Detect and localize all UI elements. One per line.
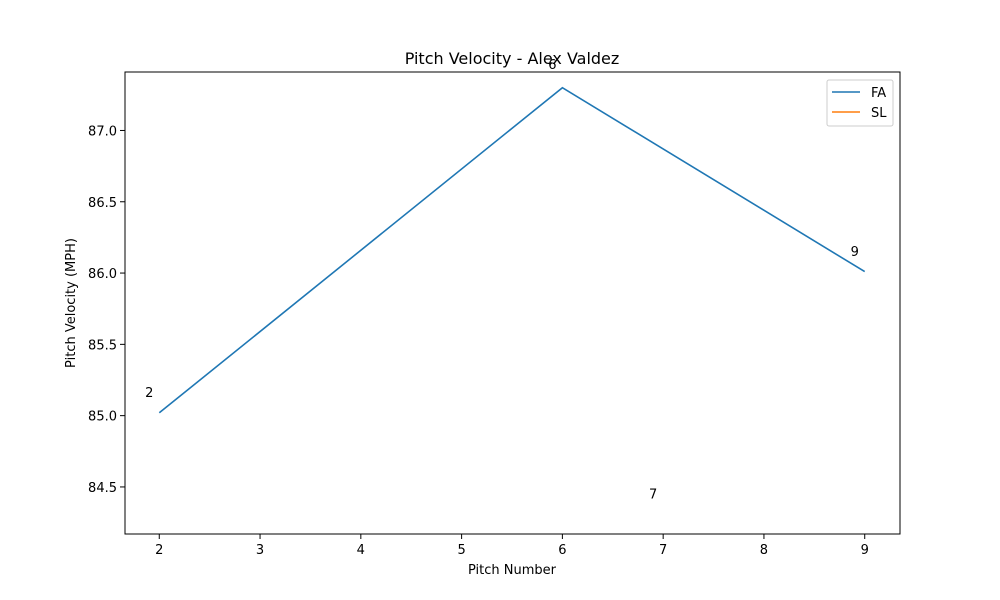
x-tick-label: 8 (760, 543, 768, 558)
legend-label-fa: FA (871, 86, 886, 101)
y-tick-label: 86.0 (88, 267, 117, 282)
chart-title: Pitch Velocity - Alex Valdez (405, 49, 620, 68)
pitch-annotation: 2 (145, 386, 153, 401)
y-tick-label: 85.0 (88, 410, 117, 425)
x-tick-label: 9 (861, 543, 869, 558)
series-layer (158, 86, 866, 414)
y-axis-label: Pitch Velocity (MPH) (64, 238, 79, 368)
legend: FA SL (826, 79, 894, 127)
x-tick-label: 5 (457, 543, 465, 558)
pitch-annotation: 9 (851, 245, 859, 260)
x-tick-label: 3 (256, 543, 264, 558)
x-axis-label: Pitch Number (468, 563, 557, 578)
legend-label-sl: SL (871, 106, 887, 121)
series-line-fa (158, 86, 866, 414)
y-axis: 84.5 85.0 85.5 86.0 86.5 87.0 (88, 124, 125, 496)
y-tick-label: 87.0 (88, 124, 117, 139)
x-tick-label: 7 (659, 543, 667, 558)
pitch-annotation: 7 (649, 487, 657, 502)
x-tick-label: 4 (357, 543, 365, 558)
pitch-annotation: 6 (548, 58, 556, 73)
annotation-layer: 2 6 7 9 (145, 58, 859, 502)
x-axis: 2 3 4 5 6 7 8 9 (155, 534, 869, 558)
plot-frame (124, 71, 901, 535)
y-tick-label: 85.5 (88, 338, 117, 353)
y-tick-label: 86.5 (88, 196, 117, 211)
x-tick-label: 6 (558, 543, 566, 558)
x-tick-label: 2 (155, 543, 163, 558)
y-tick-label: 84.5 (88, 481, 117, 496)
